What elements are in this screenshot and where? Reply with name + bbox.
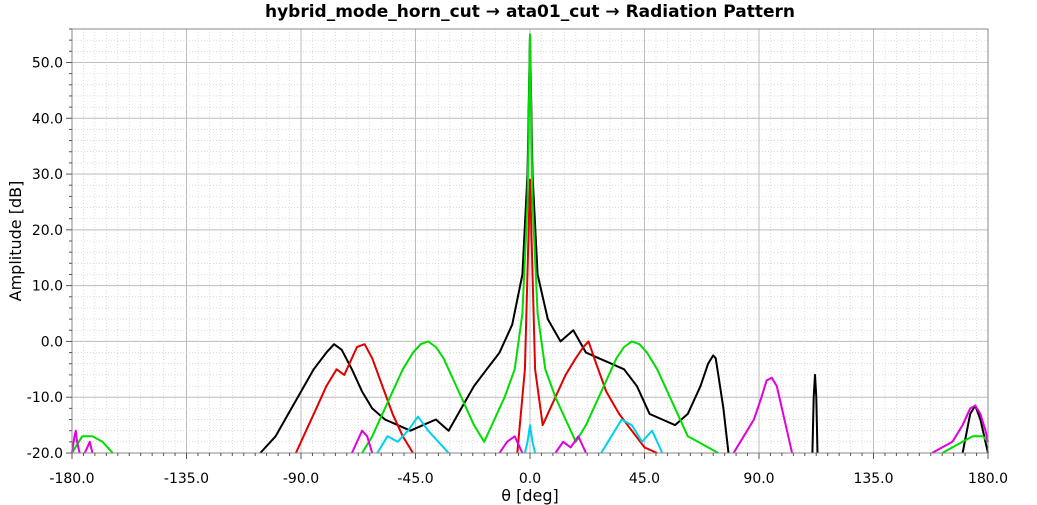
series-line [811, 373, 819, 454]
y-tick-labels: -20.0 -10.0 0.0 10.0 20.0 30.0 40.0 50.0 [27, 55, 63, 462]
series-line [71, 435, 114, 454]
x-tick-label: -90.0 [283, 471, 319, 487]
x-tick-label: 90.0 [743, 471, 774, 487]
series-line [294, 343, 414, 454]
series-line [941, 435, 989, 454]
series-line [259, 33, 730, 454]
x-tick-labels: -180.0 -135.0 -90.0 -45.0 0.0 45.0 90.0 135.0 18… [49, 471, 1008, 487]
x-axis-label: θ [deg] [501, 486, 559, 505]
y-tick-label: -20.0 [27, 446, 63, 462]
y-tick-label: 40.0 [32, 111, 63, 127]
y-tick-label: 0.0 [41, 334, 63, 350]
tick-marks [66, 28, 989, 459]
x-tick-label: -135.0 [164, 471, 209, 487]
y-tick-label: 10.0 [32, 279, 63, 295]
y-tick-label: 50.0 [32, 55, 63, 71]
x-tick-label: -45.0 [397, 471, 433, 487]
x-tick-label: 45.0 [629, 471, 660, 487]
series-line [498, 435, 524, 454]
series-line [600, 418, 664, 454]
series-line [376, 415, 450, 454]
chart-title: hybrid_mode_horn_cut → ata01_cut → Radia… [264, 2, 796, 22]
y-tick-label: -10.0 [27, 390, 63, 406]
x-tick-label: -180.0 [49, 471, 94, 487]
series-line [83, 440, 94, 454]
series-line [732, 376, 794, 454]
series-layer [71, 33, 989, 454]
y-tick-label: 20.0 [32, 223, 63, 239]
series-line [350, 429, 374, 454]
series-line [361, 33, 719, 454]
series-line [71, 429, 81, 454]
series-line [554, 435, 587, 454]
y-tick-label: 30.0 [32, 167, 63, 183]
x-tick-label: 180.0 [968, 471, 1008, 487]
y-axis-label: Amplitude [dB] [6, 181, 25, 302]
series-line [931, 404, 989, 454]
x-tick-label: 0.0 [519, 471, 541, 487]
series-line [523, 424, 537, 454]
x-tick-label: 135.0 [853, 471, 893, 487]
